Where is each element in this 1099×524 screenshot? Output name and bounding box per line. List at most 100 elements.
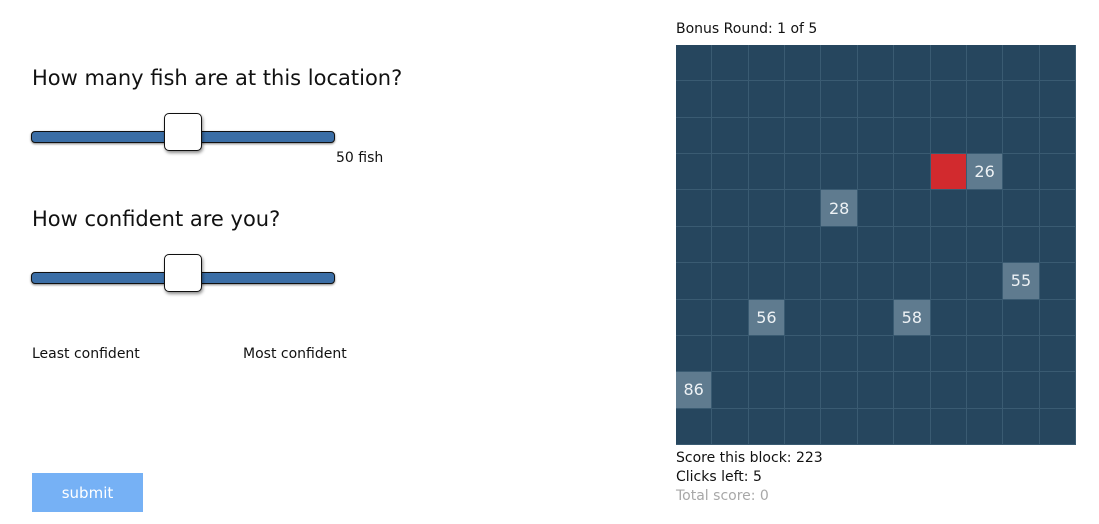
grid-cell[interactable] (1039, 190, 1076, 227)
grid-cell[interactable] (676, 190, 713, 227)
grid-cell[interactable] (1003, 154, 1040, 191)
grid-cell[interactable] (894, 117, 931, 155)
grid-cell[interactable] (676, 154, 713, 191)
grid-cell[interactable] (857, 226, 895, 264)
grid-cell-revealed[interactable]: 58 (894, 299, 931, 336)
grid-cell[interactable] (821, 335, 858, 373)
grid-cell[interactable] (966, 335, 1004, 373)
grid-cell[interactable] (676, 226, 713, 264)
grid-cell[interactable] (1039, 335, 1076, 373)
grid-cell[interactable] (1003, 81, 1040, 118)
grid-cell[interactable] (930, 372, 967, 409)
grid-cell[interactable] (857, 117, 895, 155)
grid-cell[interactable] (1003, 45, 1040, 82)
grid-cell[interactable] (930, 45, 967, 82)
fish-count-slider-thumb[interactable] (164, 113, 202, 151)
grid-cell[interactable] (930, 408, 967, 445)
grid-cell[interactable] (676, 408, 713, 445)
grid-cell[interactable] (821, 154, 858, 191)
grid-cell[interactable] (785, 335, 822, 373)
grid-cell[interactable] (857, 335, 895, 373)
grid-cell[interactable] (894, 190, 931, 227)
grid-cell-revealed[interactable]: 56 (748, 299, 786, 336)
grid-cell[interactable] (857, 372, 895, 409)
grid-cell[interactable] (821, 117, 858, 155)
submit-button[interactable]: submit (32, 473, 143, 512)
grid-cell[interactable] (785, 299, 822, 336)
grid-cell[interactable] (894, 226, 931, 264)
grid-cell-revealed[interactable]: 86 (676, 372, 713, 409)
grid-cell[interactable] (712, 190, 749, 227)
grid-cell[interactable] (785, 81, 822, 118)
grid-cell[interactable] (894, 408, 931, 445)
grid-cell[interactable] (1039, 408, 1076, 445)
grid-cell[interactable] (1039, 372, 1076, 409)
grid-cell[interactable] (748, 154, 786, 191)
grid-cell[interactable] (785, 263, 822, 300)
grid-cell[interactable] (821, 372, 858, 409)
grid-cell[interactable] (894, 154, 931, 191)
grid-cell[interactable] (1003, 408, 1040, 445)
grid-cell[interactable] (821, 408, 858, 445)
grid-cell[interactable] (748, 372, 786, 409)
grid-cell[interactable] (785, 154, 822, 191)
grid-cell[interactable] (712, 408, 749, 445)
grid-cell[interactable] (966, 408, 1004, 445)
grid-cell[interactable] (785, 408, 822, 445)
grid-cell[interactable] (712, 81, 749, 118)
grid-cell[interactable] (1003, 117, 1040, 155)
grid-cell[interactable] (821, 226, 858, 264)
grid-cell[interactable] (821, 299, 858, 336)
grid-cell[interactable] (894, 81, 931, 118)
grid-cell[interactable] (748, 263, 786, 300)
grid-cell[interactable] (785, 117, 822, 155)
grid-cell[interactable] (966, 81, 1004, 118)
grid-cell[interactable] (966, 263, 1004, 300)
grid-cell[interactable] (821, 263, 858, 300)
grid-cell[interactable] (785, 45, 822, 82)
grid-cell[interactable] (748, 117, 786, 155)
grid-cell[interactable] (1039, 154, 1076, 191)
grid-cell[interactable] (676, 299, 713, 336)
grid-cell[interactable] (1003, 299, 1040, 336)
grid-cell[interactable] (930, 263, 967, 300)
grid-cell[interactable] (894, 372, 931, 409)
grid-cell[interactable] (894, 335, 931, 373)
grid-cell[interactable] (748, 190, 786, 227)
grid-cell[interactable] (894, 45, 931, 82)
grid-cell-selected[interactable] (930, 154, 967, 191)
grid-cell[interactable] (894, 263, 931, 300)
grid-cell[interactable] (857, 299, 895, 336)
grid-cell[interactable] (785, 226, 822, 264)
grid-cell[interactable] (966, 117, 1004, 155)
grid-cell[interactable] (930, 81, 967, 118)
grid-cell[interactable] (930, 117, 967, 155)
grid-cell[interactable] (966, 299, 1004, 336)
grid-cell[interactable] (748, 408, 786, 445)
grid-cell[interactable] (676, 335, 713, 373)
grid-cell[interactable] (1003, 190, 1040, 227)
grid-cell[interactable] (748, 81, 786, 118)
grid-cell[interactable] (857, 154, 895, 191)
fish-count-slider[interactable] (31, 113, 335, 151)
grid-cell[interactable] (676, 263, 713, 300)
grid-cell[interactable] (1003, 372, 1040, 409)
grid-cell[interactable] (857, 81, 895, 118)
grid-cell[interactable] (930, 190, 967, 227)
grid-cell[interactable] (857, 263, 895, 300)
grid-cell[interactable] (712, 372, 749, 409)
confidence-slider-thumb[interactable] (164, 254, 202, 292)
grid-cell[interactable] (930, 299, 967, 336)
grid-cell[interactable] (785, 190, 822, 227)
grid-cell[interactable] (966, 45, 1004, 82)
grid-cell[interactable] (1003, 226, 1040, 264)
grid-cell[interactable] (1039, 45, 1076, 82)
grid-cell[interactable] (712, 154, 749, 191)
confidence-slider[interactable] (31, 254, 335, 292)
grid-cell[interactable] (712, 117, 749, 155)
grid-cell[interactable] (712, 335, 749, 373)
grid-cell[interactable] (712, 299, 749, 336)
grid-cell[interactable] (1039, 263, 1076, 300)
grid-cell[interactable] (1039, 299, 1076, 336)
grid-cell[interactable] (748, 335, 786, 373)
